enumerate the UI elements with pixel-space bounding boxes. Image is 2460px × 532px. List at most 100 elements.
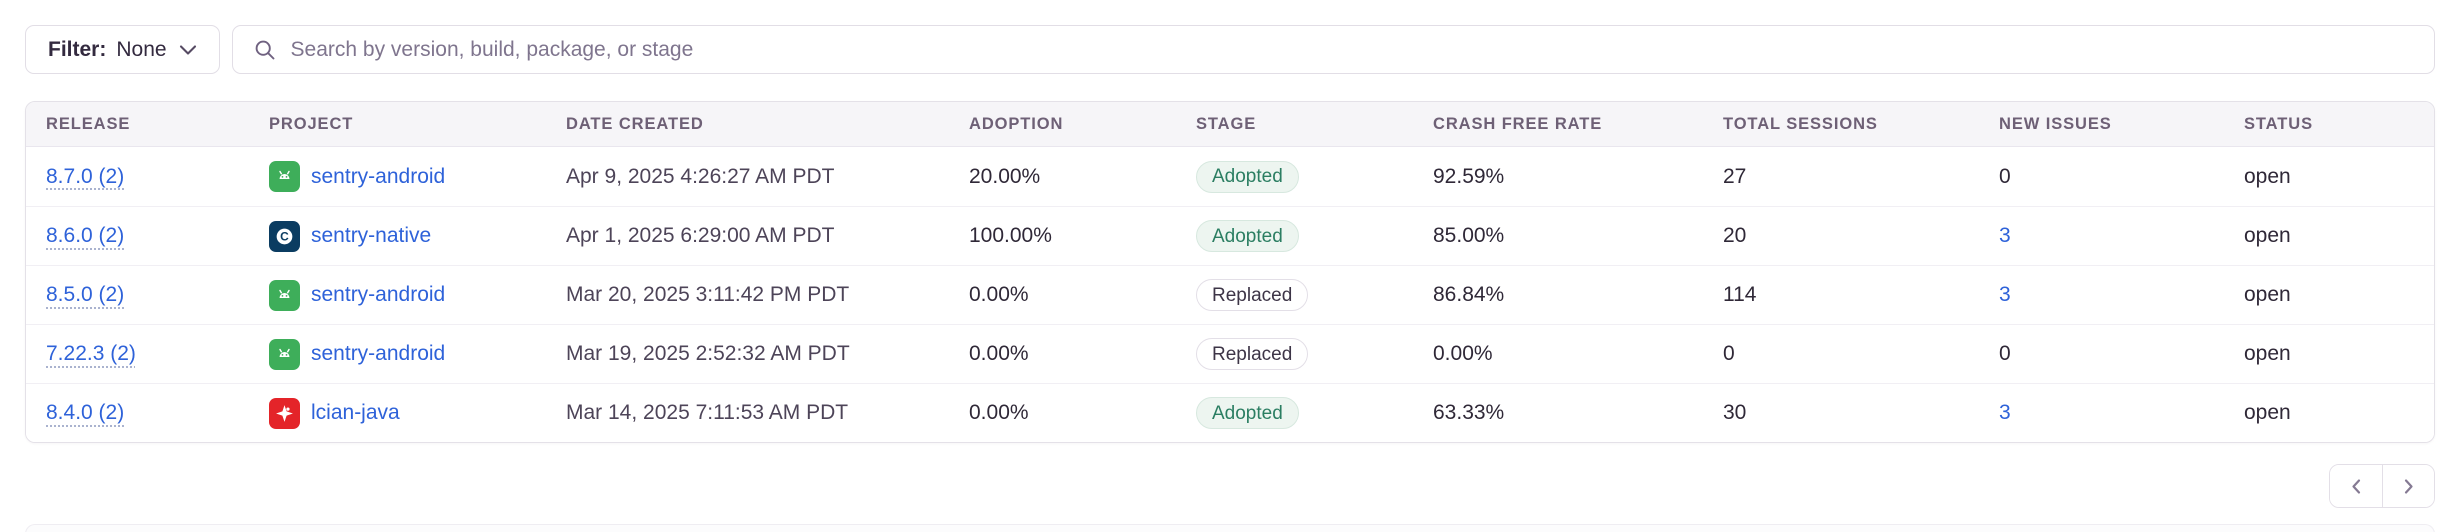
new-issues-link[interactable]: 3 xyxy=(1999,401,2011,424)
column-header-crash-free-rate: CRASH FREE RATE xyxy=(1433,114,1603,133)
table-row[interactable]: 7.22.3 (2) sentry-android Mar 19, 2025 2… xyxy=(26,324,2434,383)
new-issues-link[interactable]: 3 xyxy=(1999,283,2011,306)
stage-badge: Replaced xyxy=(1196,338,1309,370)
chevron-right-icon xyxy=(2404,478,2413,494)
date-created-cell: Mar 19, 2025 2:52:32 AM PDT xyxy=(566,342,850,365)
release-cell: 8.7.0 (2) xyxy=(26,147,249,206)
release-link[interactable]: 7.22.3 (2) xyxy=(46,342,136,365)
table-header-row: RELEASE PROJECT DATE CREATED ADOPTION STAGE C… xyxy=(26,102,2434,147)
new-issues-cell: 0 xyxy=(1999,342,2011,365)
stage-badge: Adopted xyxy=(1196,220,1299,252)
new-issues-cell: 3 xyxy=(1979,266,2224,324)
release-link[interactable]: 8.7.0 (2) xyxy=(46,164,125,188)
total-sessions-cell: 30 xyxy=(1723,401,1747,424)
adoption-cell: 0.00% xyxy=(969,342,1029,365)
crash-free-rate-cell: 86.84% xyxy=(1433,283,1505,306)
column-header-release: RELEASE xyxy=(46,114,131,133)
stage-badge: Replaced xyxy=(1196,279,1309,311)
project-link[interactable]: sentry-native xyxy=(311,224,432,247)
release-cell: 7.22.3 (2) xyxy=(26,325,249,383)
crash-free-rate-cell: 63.33% xyxy=(1433,401,1505,424)
stage-cell: Adopted xyxy=(1176,207,1413,265)
status-cell: open xyxy=(2244,342,2291,365)
status-cell: open xyxy=(2244,401,2291,424)
project-cell: sentry-android xyxy=(249,325,546,383)
column-header-stage: STAGE xyxy=(1196,114,1257,133)
column-header-project: PROJECT xyxy=(269,114,354,133)
java-duke-icon xyxy=(269,397,300,429)
release-cell: 8.5.0 (2) xyxy=(26,266,249,324)
release-cell: 8.4.0 (2) xyxy=(26,384,249,442)
search-bar xyxy=(231,25,2435,74)
date-created-cell: Apr 1, 2025 6:29:00 AM PDT xyxy=(566,224,835,247)
project-cell: sentry-android xyxy=(249,266,546,324)
new-issues-cell: 3 xyxy=(1979,384,2224,442)
project-cell: C sentry-native xyxy=(249,207,546,265)
filter-value: None xyxy=(116,37,167,61)
project-cell: sentry-android xyxy=(249,147,546,206)
stage-cell: Adopted xyxy=(1176,147,1413,206)
table-row[interactable]: 8.5.0 (2) sentry-android Mar 20, 2025 3:… xyxy=(26,265,2434,324)
total-sessions-cell: 20 xyxy=(1723,224,1747,247)
release-link[interactable]: 8.6.0 (2) xyxy=(46,224,125,247)
release-link[interactable]: 8.5.0 (2) xyxy=(46,283,125,306)
total-sessions-cell: 114 xyxy=(1723,283,1757,306)
column-header-status: STATUS xyxy=(2244,114,2313,133)
stage-badge: Adopted xyxy=(1196,160,1299,193)
stage-cell: Adopted xyxy=(1176,384,1413,442)
chevron-down-icon xyxy=(179,44,196,55)
toolbar: Filter: None xyxy=(25,25,2435,74)
adoption-cell: 20.00% xyxy=(969,164,1041,188)
table-body: 8.7.0 (2) sentry-android Apr 9, 2025 4:2… xyxy=(26,147,2434,442)
filter-label: Filter: xyxy=(48,37,107,61)
new-issues-cell: 0 xyxy=(1999,164,2011,188)
next-panel-top-edge xyxy=(25,524,2435,532)
search-input[interactable] xyxy=(290,37,2414,62)
releases-table: RELEASE PROJECT DATE CREATED ADOPTION STAGE C… xyxy=(25,101,2435,443)
date-created-cell: Mar 20, 2025 3:11:42 PM PDT xyxy=(566,283,850,306)
stage-cell: Replaced xyxy=(1176,266,1413,324)
column-header-adoption: ADOPTION xyxy=(969,114,1064,133)
chevron-left-icon xyxy=(2351,478,2360,494)
crash-free-rate-cell: 85.00% xyxy=(1433,224,1505,247)
date-created-cell: Mar 14, 2025 7:11:53 AM PDT xyxy=(566,401,849,424)
project-link[interactable]: sentry-android xyxy=(311,342,446,365)
android-icon xyxy=(269,279,300,311)
c-language-icon: C xyxy=(269,220,300,252)
project-link[interactable]: sentry-android xyxy=(311,164,446,188)
status-cell: open xyxy=(2244,224,2291,247)
adoption-cell: 0.00% xyxy=(969,283,1029,306)
project-link[interactable]: lcian-java xyxy=(311,401,400,424)
search-icon xyxy=(255,40,274,59)
crash-free-rate-cell: 92.59% xyxy=(1433,164,1505,188)
adoption-cell: 100.00% xyxy=(969,224,1052,247)
column-header-total-sessions: TOTAL SESSIONS xyxy=(1723,114,1878,133)
stage-cell: Replaced xyxy=(1176,325,1413,383)
release-cell: 8.6.0 (2) xyxy=(26,207,249,265)
release-link[interactable]: 8.4.0 (2) xyxy=(46,401,125,424)
crash-free-rate-cell: 0.00% xyxy=(1433,342,1493,365)
project-cell: lcian-java xyxy=(249,384,546,442)
status-cell: open xyxy=(2244,283,2291,306)
project-link[interactable]: sentry-android xyxy=(311,283,446,306)
table-row[interactable]: 8.7.0 (2) sentry-android Apr 9, 2025 4:2… xyxy=(26,147,2434,206)
table-row[interactable]: 8.4.0 (2) lcian-java Mar 14, 2025 7:11:5… xyxy=(26,383,2434,442)
new-issues-link[interactable]: 3 xyxy=(1999,224,2011,247)
previous-page-button[interactable] xyxy=(2330,465,2382,507)
new-issues-cell: 3 xyxy=(1979,207,2224,265)
adoption-cell: 0.00% xyxy=(969,401,1029,424)
android-icon xyxy=(269,338,300,370)
table-row[interactable]: 8.6.0 (2) C sentry-native Apr 1, 2025 6:… xyxy=(26,206,2434,265)
android-icon xyxy=(269,161,300,192)
pagination-controls xyxy=(2329,464,2435,508)
column-header-date-created: DATE CREATED xyxy=(566,114,704,133)
column-header-new-issues: NEW ISSUES xyxy=(1999,114,2112,133)
total-sessions-cell: 0 xyxy=(1723,342,1735,365)
next-page-button[interactable] xyxy=(2382,465,2434,507)
svg-text:C: C xyxy=(280,229,289,243)
filter-dropdown-button[interactable]: Filter: None xyxy=(25,25,220,74)
stage-badge: Adopted xyxy=(1196,397,1299,429)
total-sessions-cell: 27 xyxy=(1723,164,1747,188)
status-cell: open xyxy=(2244,164,2291,188)
